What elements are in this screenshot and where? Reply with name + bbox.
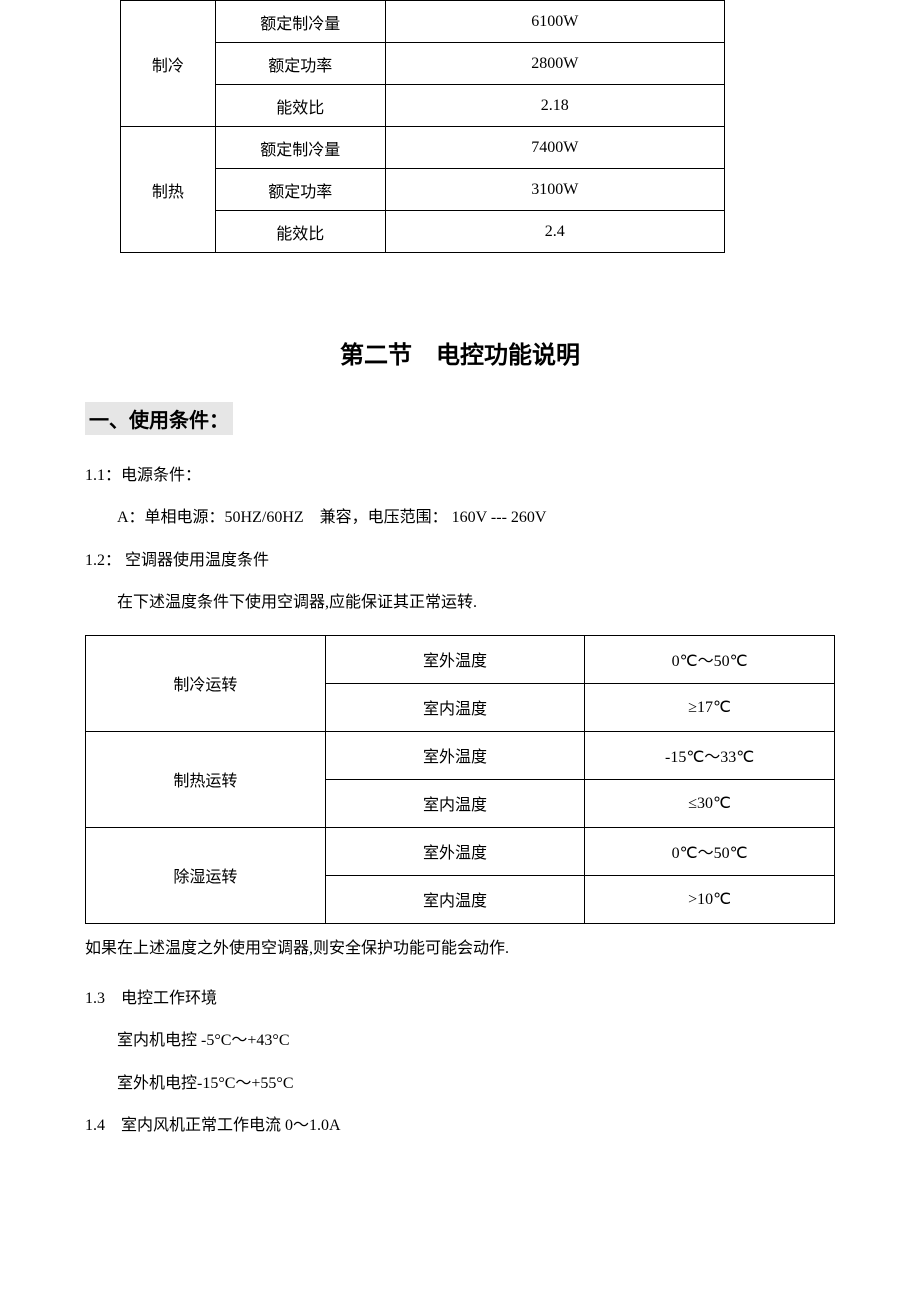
temp-table: 制冷运转 室外温度 0℃～50℃ 室内温度 ≥17℃ 制热运转 室外温度 -15… [85,635,835,924]
temp-location: 室内温度 [325,683,585,731]
spec-value: 2800W [385,43,724,85]
section-title: 第二节 电控功能说明 [85,335,835,370]
temp-location: 室内温度 [325,779,585,827]
spec-param: 额定制冷量 [215,127,385,169]
paragraph-1-2-note: 如果在上述温度之外使用空调器,则安全保护功能可能会动作. [85,930,835,968]
spec-param: 能效比 [215,211,385,253]
paragraph-1-1: 1.1：电源条件： [85,457,835,495]
temp-mode-cooling: 制冷运转 [86,635,326,731]
table-row: 制热运转 室外温度 -15℃～33℃ [86,731,835,779]
paragraph-1-1-a: A：单相电源：50HZ/60HZ 兼容，电压范围： 160V --- 260V [85,499,835,537]
table-row: 除湿运转 室外温度 0℃～50℃ [86,827,835,875]
temp-location: 室外温度 [325,731,585,779]
temp-range: ≥17℃ [585,683,835,731]
temp-range: ≤30℃ [585,779,835,827]
table-row: 制冷 额定制冷量 6100W [121,1,725,43]
temp-mode-dehumid: 除湿运转 [86,827,326,923]
table-row: 制热 额定制冷量 7400W [121,127,725,169]
spec-param: 额定功率 [215,43,385,85]
temp-range: >10℃ [585,875,835,923]
spec-value: 2.4 [385,211,724,253]
temp-mode-heating: 制热运转 [86,731,326,827]
spec-value: 3100W [385,169,724,211]
subsection-block: 一、使用条件： [85,402,835,453]
paragraph-1-3: 1.3 电控工作环境 [85,980,835,1018]
spec-group-cooling: 制冷 [121,1,216,127]
spec-group-heating: 制热 [121,127,216,253]
temp-location: 室外温度 [325,635,585,683]
paragraph-1-3-indoor: 室内机电控 -5°C～+43°C [85,1022,835,1060]
subsection-heading: 一、使用条件： [85,402,233,435]
spec-param: 能效比 [215,85,385,127]
table-row: 制冷运转 室外温度 0℃～50℃ [86,635,835,683]
temp-range: 0℃～50℃ [585,827,835,875]
spec-value: 2.18 [385,85,724,127]
paragraph-1-2-desc: 在下述温度条件下使用空调器,应能保证其正常运转. [85,584,835,622]
spec-table: 制冷 额定制冷量 6100W 额定功率 2800W 能效比 2.18 制热 额定… [120,0,725,253]
paragraph-1-2: 1.2： 空调器使用温度条件 [85,542,835,580]
temp-location: 室内温度 [325,875,585,923]
temp-range: 0℃～50℃ [585,635,835,683]
spec-param: 额定功率 [215,169,385,211]
spec-value: 6100W [385,1,724,43]
paragraph-1-4: 1.4 室内风机正常工作电流 0～1.0A [85,1107,835,1145]
temp-location: 室外温度 [325,827,585,875]
paragraph-1-3-outdoor: 室外机电控-15°C～+55°C [85,1065,835,1103]
spec-param: 额定制冷量 [215,1,385,43]
page-container: 制冷 额定制冷量 6100W 额定功率 2800W 能效比 2.18 制热 额定… [0,0,920,1210]
temp-range: -15℃～33℃ [585,731,835,779]
spec-value: 7400W [385,127,724,169]
